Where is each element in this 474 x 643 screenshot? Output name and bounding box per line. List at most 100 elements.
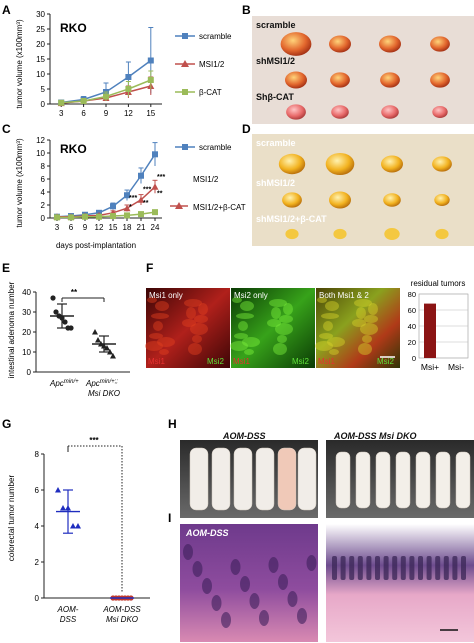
if-texture-blob — [236, 313, 254, 319]
tumor-B — [331, 105, 349, 119]
tumor-D — [325, 152, 355, 176]
panel-label-I: I — [168, 511, 171, 525]
chartC-series-2-point — [152, 209, 158, 216]
chartE-point — [53, 309, 59, 315]
f-tile3-msi2: Msi2 — [377, 357, 394, 366]
legend-C-msibcat: MSI1/2+β-CAT — [193, 203, 246, 212]
chartE-point — [95, 337, 101, 343]
if-texture-blob — [153, 321, 163, 331]
chartA-ytick-label: 15 — [36, 55, 45, 64]
tumor-B — [329, 35, 351, 53]
colon-dko — [355, 451, 371, 509]
chartA-ytick-label: 5 — [41, 85, 46, 94]
chartA-ytick-label: 25 — [36, 25, 45, 34]
if-texture-blob — [147, 297, 157, 303]
crypt-dko — [357, 556, 363, 580]
chartC-series-2-point — [82, 213, 88, 220]
if-texture-blob — [279, 315, 293, 323]
crypt-aomdss — [202, 578, 212, 594]
chartA-series-2-point — [103, 93, 109, 100]
colon-dko — [455, 451, 471, 509]
chart-A-ylabel: tumor volume (x100mm³) — [15, 19, 24, 109]
tumor-D — [333, 228, 347, 240]
crypt-aomdss — [221, 612, 231, 628]
if-texture-blob — [244, 349, 254, 355]
chartG-ytick-label: 6 — [35, 486, 40, 495]
colon-aomdss — [211, 447, 231, 511]
chartA-xtick-label: 9 — [104, 109, 109, 118]
crypt-aomdss — [211, 595, 222, 611]
if-texture-blob — [329, 349, 339, 355]
chartC-ytick-label: 12 — [36, 136, 45, 145]
photo-I-histology: AOM-DSS — [180, 524, 474, 642]
chartG-ytick-label: 8 — [35, 450, 40, 459]
chart-E-xlabel-1: Apcmin/+ — [49, 379, 79, 388]
chart-F-bar-Msi+ — [424, 303, 436, 358]
chart-G-xlabel-2b: Msi DKO — [106, 615, 138, 624]
if-texture-blob — [277, 335, 287, 343]
chart-F: residual tumors 0 20 40 60 80 Msi+ Msi- — [408, 279, 469, 372]
chart-C-annotation: ** — [143, 200, 149, 207]
tumor-B — [381, 105, 399, 119]
if-texture-blob — [186, 307, 196, 319]
tumor-D — [383, 193, 401, 207]
chartE-ytick-label: 40 — [22, 288, 31, 297]
legend-A-scramble: scramble — [199, 32, 232, 41]
chartC-series-2-point — [138, 211, 144, 218]
photo-B-label-shbcat: Shβ-CAT — [256, 92, 294, 102]
chartC-ytick-label: 6 — [41, 175, 46, 184]
chartE-point — [50, 295, 56, 301]
chart-C-legend: scramble MSI1/2 MSI1/2+β-CAT — [170, 143, 246, 212]
if-texture-blob — [364, 315, 378, 323]
crypt-aomdss — [278, 574, 288, 590]
tumor-D — [434, 194, 450, 206]
panel-label-D: D — [242, 122, 251, 136]
colon-aomdss — [233, 447, 253, 511]
chartE-point — [68, 325, 74, 331]
chartG-ytick-label: 0 — [35, 594, 40, 603]
crypt-aomdss — [297, 608, 307, 624]
if-texture-blob — [368, 303, 378, 315]
chartE-ytick-label: 10 — [22, 348, 31, 357]
crypt-dko — [375, 556, 380, 580]
chart-C-ylabel: tumor volume (x100mm³) — [15, 138, 24, 228]
chart-C-annotation: * — [129, 204, 132, 211]
panel-label-H: H — [168, 417, 177, 431]
tumor-D — [435, 228, 449, 240]
chartC-series-0-point — [124, 192, 130, 199]
if-texture-blob — [352, 319, 366, 327]
chart-A: RKO tumor volume (x100mm³) 0 5 10 15 20 25 30 3… — [15, 10, 162, 118]
if-texture-blob — [325, 301, 339, 311]
chartA-ytick-label: 20 — [36, 40, 45, 49]
crypt-dko — [426, 556, 432, 580]
photo-D-xenograft-tumors: scramble shMSI1/2 shMSI1/2+β-CAT — [252, 134, 474, 246]
if-texture-blob — [232, 297, 242, 303]
legend-C-scramble: scramble — [199, 143, 232, 152]
colon-dko — [435, 451, 451, 509]
crypt-dko — [461, 556, 466, 580]
photo-H-label-aomdss: AOM-DSS — [222, 431, 266, 441]
crypt-dko — [383, 556, 389, 580]
if-texture-blob — [155, 301, 169, 311]
crypt-dko — [349, 556, 355, 580]
crypt-dko — [332, 556, 337, 580]
crypt-dko — [418, 556, 423, 580]
chartC-series-2-point — [110, 213, 116, 220]
chart-G-ylabel: colorectal tumor number — [7, 475, 16, 562]
f-tile2-msi1: Msi1 — [233, 357, 250, 366]
if-texture-blob — [360, 323, 378, 335]
if-texture-blob — [198, 303, 208, 315]
chartC-ytick-label: 0 — [41, 214, 46, 223]
colon-dko — [395, 451, 411, 509]
crypt-dko — [392, 556, 398, 580]
chartC-xtick-label: 9 — [83, 223, 88, 232]
photo-H-colons: AOM-DSS AOM-DSS Msi DKO — [180, 431, 474, 518]
chart-E: intestinal adenoma number Apcmin/+ Apcmi… — [7, 281, 130, 398]
chart-C: RKO tumor volume (x100mm³) days post-imp… — [15, 136, 165, 250]
colon-dko — [375, 451, 391, 509]
if-texture-blob — [145, 341, 163, 351]
legend-C-msi: MSI1/2 — [193, 175, 219, 184]
if-texture-blob — [242, 337, 260, 347]
crypt-dko — [366, 556, 372, 580]
photo-I-label-aomdss: AOM-DSS — [185, 528, 229, 538]
